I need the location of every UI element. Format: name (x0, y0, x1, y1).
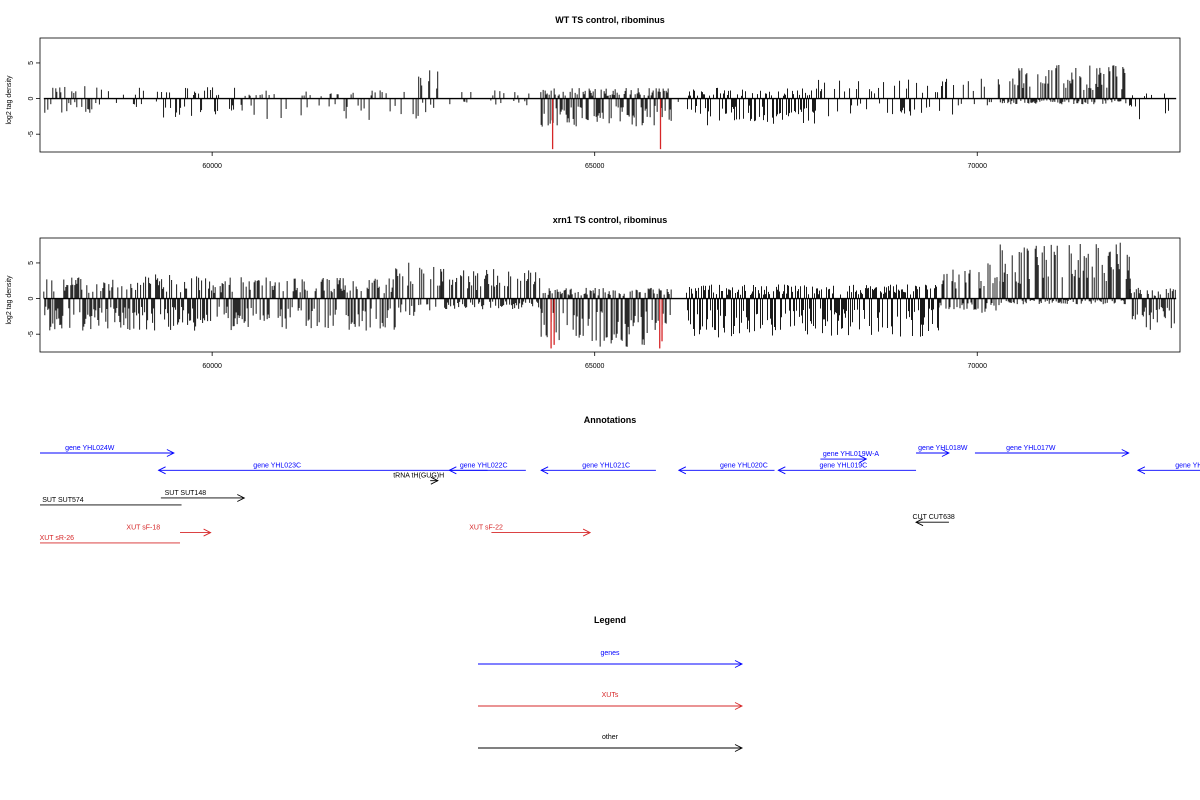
y-tick-label: -5 (28, 331, 35, 337)
strand-arrow-icon (237, 494, 246, 502)
legend-label: other (602, 734, 619, 741)
annotation-feature: CUT CUT638 (912, 514, 955, 527)
strand-arrow-icon (734, 702, 744, 710)
strand-arrow-icon (448, 466, 457, 475)
feature-label: XUT sF-18 (126, 525, 160, 532)
wt-x-axis: 60000 65000 70000 (202, 152, 987, 170)
annotations-title: Annotations (584, 415, 637, 425)
y-tick-label: 0 (28, 297, 35, 301)
y-tick-label: 0 (28, 97, 35, 101)
xrn1-density-bars (43, 242, 1176, 349)
y-tick-label: -5 (28, 131, 35, 137)
x-tick-label: 70000 (968, 363, 988, 370)
legend-entry: genes (478, 650, 744, 668)
y-tick-label: 5 (28, 261, 35, 265)
annotation-feature: gene YHL017W (974, 445, 1130, 457)
feature-label: gene YHL020C (720, 462, 768, 469)
annotation-feature: gene YHL024W (40, 445, 175, 457)
legend-title: Legend (594, 615, 626, 625)
feature-label: gene YHL023C (253, 462, 301, 469)
strand-arrow-icon (677, 466, 687, 475)
feature-label: gene YHL024W (65, 445, 115, 452)
annotation-feature: SUT SUT574 (40, 497, 182, 506)
legend-label: genes (600, 650, 620, 657)
feature-label: gene YHL016C (1175, 462, 1200, 469)
strand-arrow-icon (157, 466, 166, 475)
strand-arrow-icon (941, 449, 950, 457)
strand-arrow-icon (582, 528, 592, 537)
wt-plot-frame (39, 37, 1181, 153)
xrn1-panel-title: xrn1 TS control, ribominus (553, 215, 668, 225)
legend-entry: XUTs (478, 692, 744, 710)
wt-panel: WT TS control, ribominus log2 tag densit… (6, 15, 1181, 170)
legend-entry: other (478, 734, 744, 752)
feature-label: gene YHL018W (918, 445, 968, 452)
wt-y-axis: -5 0 5 (28, 61, 40, 137)
annotation-feature: gene YHL023C (157, 462, 488, 475)
annotation-features: gene YHL024W gene YHL023C gene YHL022C gene… (40, 445, 1200, 544)
strand-arrow-icon (734, 660, 744, 668)
annotation-feature: gene YHL019W-A (820, 451, 879, 463)
x-tick-label: 65000 (585, 163, 605, 170)
wt-y-axis-label: log2 tag density (6, 75, 13, 125)
y-tick-label: 5 (28, 61, 35, 65)
x-tick-label: 70000 (968, 163, 988, 170)
x-tick-label: 60000 (202, 163, 222, 170)
legend-entries: genes XUTs other (478, 650, 744, 752)
annotation-feature: XUT sF-22 (469, 525, 592, 537)
annotation-feature: XUT sR-26 (40, 535, 181, 544)
annotation-feature: gene YHL021C (540, 462, 656, 475)
strand-arrow-icon (540, 466, 549, 475)
xrn1-x-axis: 60000 65000 70000 (202, 352, 987, 370)
strand-arrow-icon (203, 528, 212, 537)
xrn1-y-axis-label: log2 tag density (6, 275, 13, 325)
xrn1-panel: xrn1 TS control, ribominus log2 tag dens… (6, 215, 1181, 370)
xrn1-y-axis: -5 0 5 (28, 261, 40, 337)
strand-arrow-icon (1136, 466, 1146, 475)
annotation-feature: gene YHL018W (916, 445, 968, 457)
feature-label: gene YHL021C (582, 462, 630, 469)
annotation-feature: gene YHL016C (1136, 462, 1200, 475)
annotation-feature: SUT SUT148 (160, 490, 246, 502)
feature-label: gene YHL019W-A (823, 451, 879, 458)
strand-arrow-icon (430, 476, 439, 485)
annotation-feature: XUT sF-18 (126, 525, 212, 537)
annotation-feature: gene YHL019C (777, 462, 917, 475)
annotation-feature: tRNA tH(GUG)H (393, 473, 444, 485)
feature-label: XUT sR-26 (40, 535, 75, 542)
wt-panel-title: WT TS control, ribominus (555, 15, 665, 25)
strand-arrow-icon (734, 744, 744, 752)
feature-label: gene YHL019C (819, 462, 867, 469)
feature-label: tRNA tH(GUG)H (393, 473, 444, 480)
legend-label: XUTs (602, 692, 619, 699)
strand-arrow-icon (166, 449, 175, 457)
feature-label: SUT SUT574 (42, 497, 84, 504)
x-tick-label: 65000 (585, 363, 605, 370)
strand-arrow-icon (1121, 449, 1130, 457)
feature-label: gene YHL017W (1006, 445, 1056, 452)
strand-arrow-icon (777, 466, 786, 475)
x-tick-label: 60000 (202, 363, 222, 370)
strand-arrow-icon (915, 518, 924, 527)
feature-label: gene YHL022C (460, 462, 508, 469)
wt-density-bars (44, 65, 1169, 150)
annotation-feature: gene YHL022C (448, 462, 526, 475)
legend: Legend genes XUTs other (478, 615, 744, 752)
feature-label: CUT CUT638 (912, 514, 954, 521)
annotation-feature: gene YHL020C (677, 462, 775, 475)
strand-arrow-icon (859, 455, 868, 463)
feature-label: SUT SUT148 (165, 490, 207, 497)
feature-label: XUT sF-22 (469, 525, 503, 532)
xrn1-plot-frame (39, 237, 1181, 353)
